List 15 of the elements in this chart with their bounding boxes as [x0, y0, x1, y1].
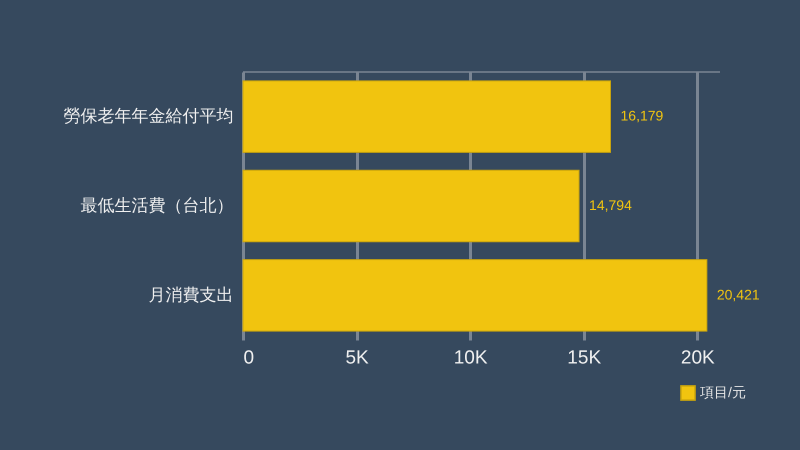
data-label: 14,794 — [589, 197, 632, 213]
y-tick-label: 勞保老年年金給付平均 — [64, 106, 234, 126]
legend-label: 項目/元 — [699, 384, 746, 400]
data-label: 20,421 — [716, 286, 760, 302]
x-tick-label: 5K — [345, 348, 370, 368]
bar — [242, 259, 708, 332]
bar — [242, 170, 580, 242]
bar — [242, 80, 611, 153]
x-tick-label: 20K — [680, 348, 716, 368]
data-label: 16,179 — [620, 108, 664, 124]
x-tick-label: 15K — [567, 348, 602, 368]
x-tick-label: 0 — [244, 348, 254, 368]
x-tick-label: 10K — [454, 348, 488, 368]
y-tick-label: 月消費支出 — [148, 285, 234, 304]
y-tick-label: 最低生活費（台北） — [80, 196, 234, 215]
